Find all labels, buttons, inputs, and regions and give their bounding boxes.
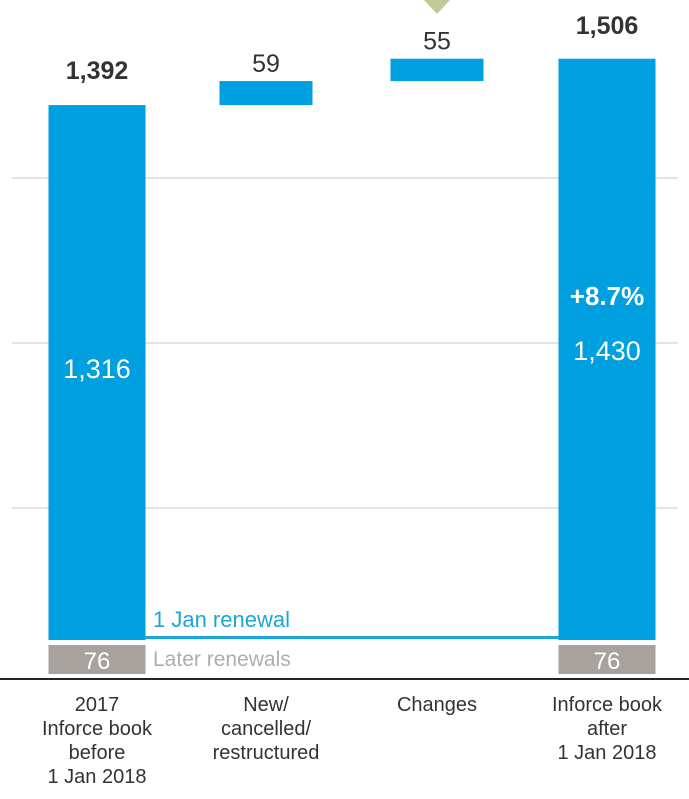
category-label-line: New/	[243, 694, 289, 716]
change-value: 55	[423, 28, 451, 56]
category-label: Inforce book after 1 Jan 2018	[552, 694, 663, 764]
category-label-line: 2017	[75, 694, 120, 716]
category-label: Changes	[397, 694, 477, 716]
category-label-line: Changes	[397, 694, 477, 716]
category-labels: 2017 Inforce book before 1 Jan 2018New/canc…	[42, 694, 663, 788]
bars	[48, 58, 656, 674]
renewal-connector-line	[145, 636, 559, 639]
legend-renewal-label: 1 Jan renewal	[153, 607, 290, 632]
later-renewals-value: 76	[84, 648, 111, 675]
renewal-bar	[48, 105, 146, 640]
category-label-line: Inforce book	[552, 694, 663, 716]
total-value: 1,506	[576, 12, 639, 40]
growth-annotation: +8.7%	[570, 281, 644, 311]
category-label-line: Inforce book	[42, 718, 153, 740]
change-bar	[219, 81, 313, 106]
legend-later-label: Later renewals	[153, 648, 291, 671]
renewal-value: 1,430	[573, 336, 641, 366]
category-label-line: restructured	[213, 742, 320, 764]
category-label-line: 1 Jan 2018	[48, 766, 147, 788]
category-label: 2017 Inforce book before 1 Jan 2018	[42, 694, 153, 788]
change-bar	[390, 58, 484, 82]
change-value: 59	[252, 50, 280, 78]
category-label-line: cancelled/	[221, 718, 312, 740]
later-renewals-bar	[558, 645, 656, 674]
category-label-line: after	[587, 718, 627, 740]
renewal-bar	[558, 58, 656, 640]
later-renewals-bar	[48, 645, 146, 674]
later-renewals-value: 76	[594, 648, 621, 675]
total-value: 1,392	[66, 57, 129, 85]
data-labels: 76 1,316 1,392 59 55 76 1,430 1,506	[63, 12, 641, 675]
category-label-line: 1 Jan 2018	[558, 742, 657, 764]
renewal-value: 1,316	[63, 354, 131, 384]
category-label-line: before	[69, 742, 126, 764]
category-label: New/cancelled/restructured	[213, 694, 320, 764]
growth-marker-arrow	[424, 0, 450, 14]
